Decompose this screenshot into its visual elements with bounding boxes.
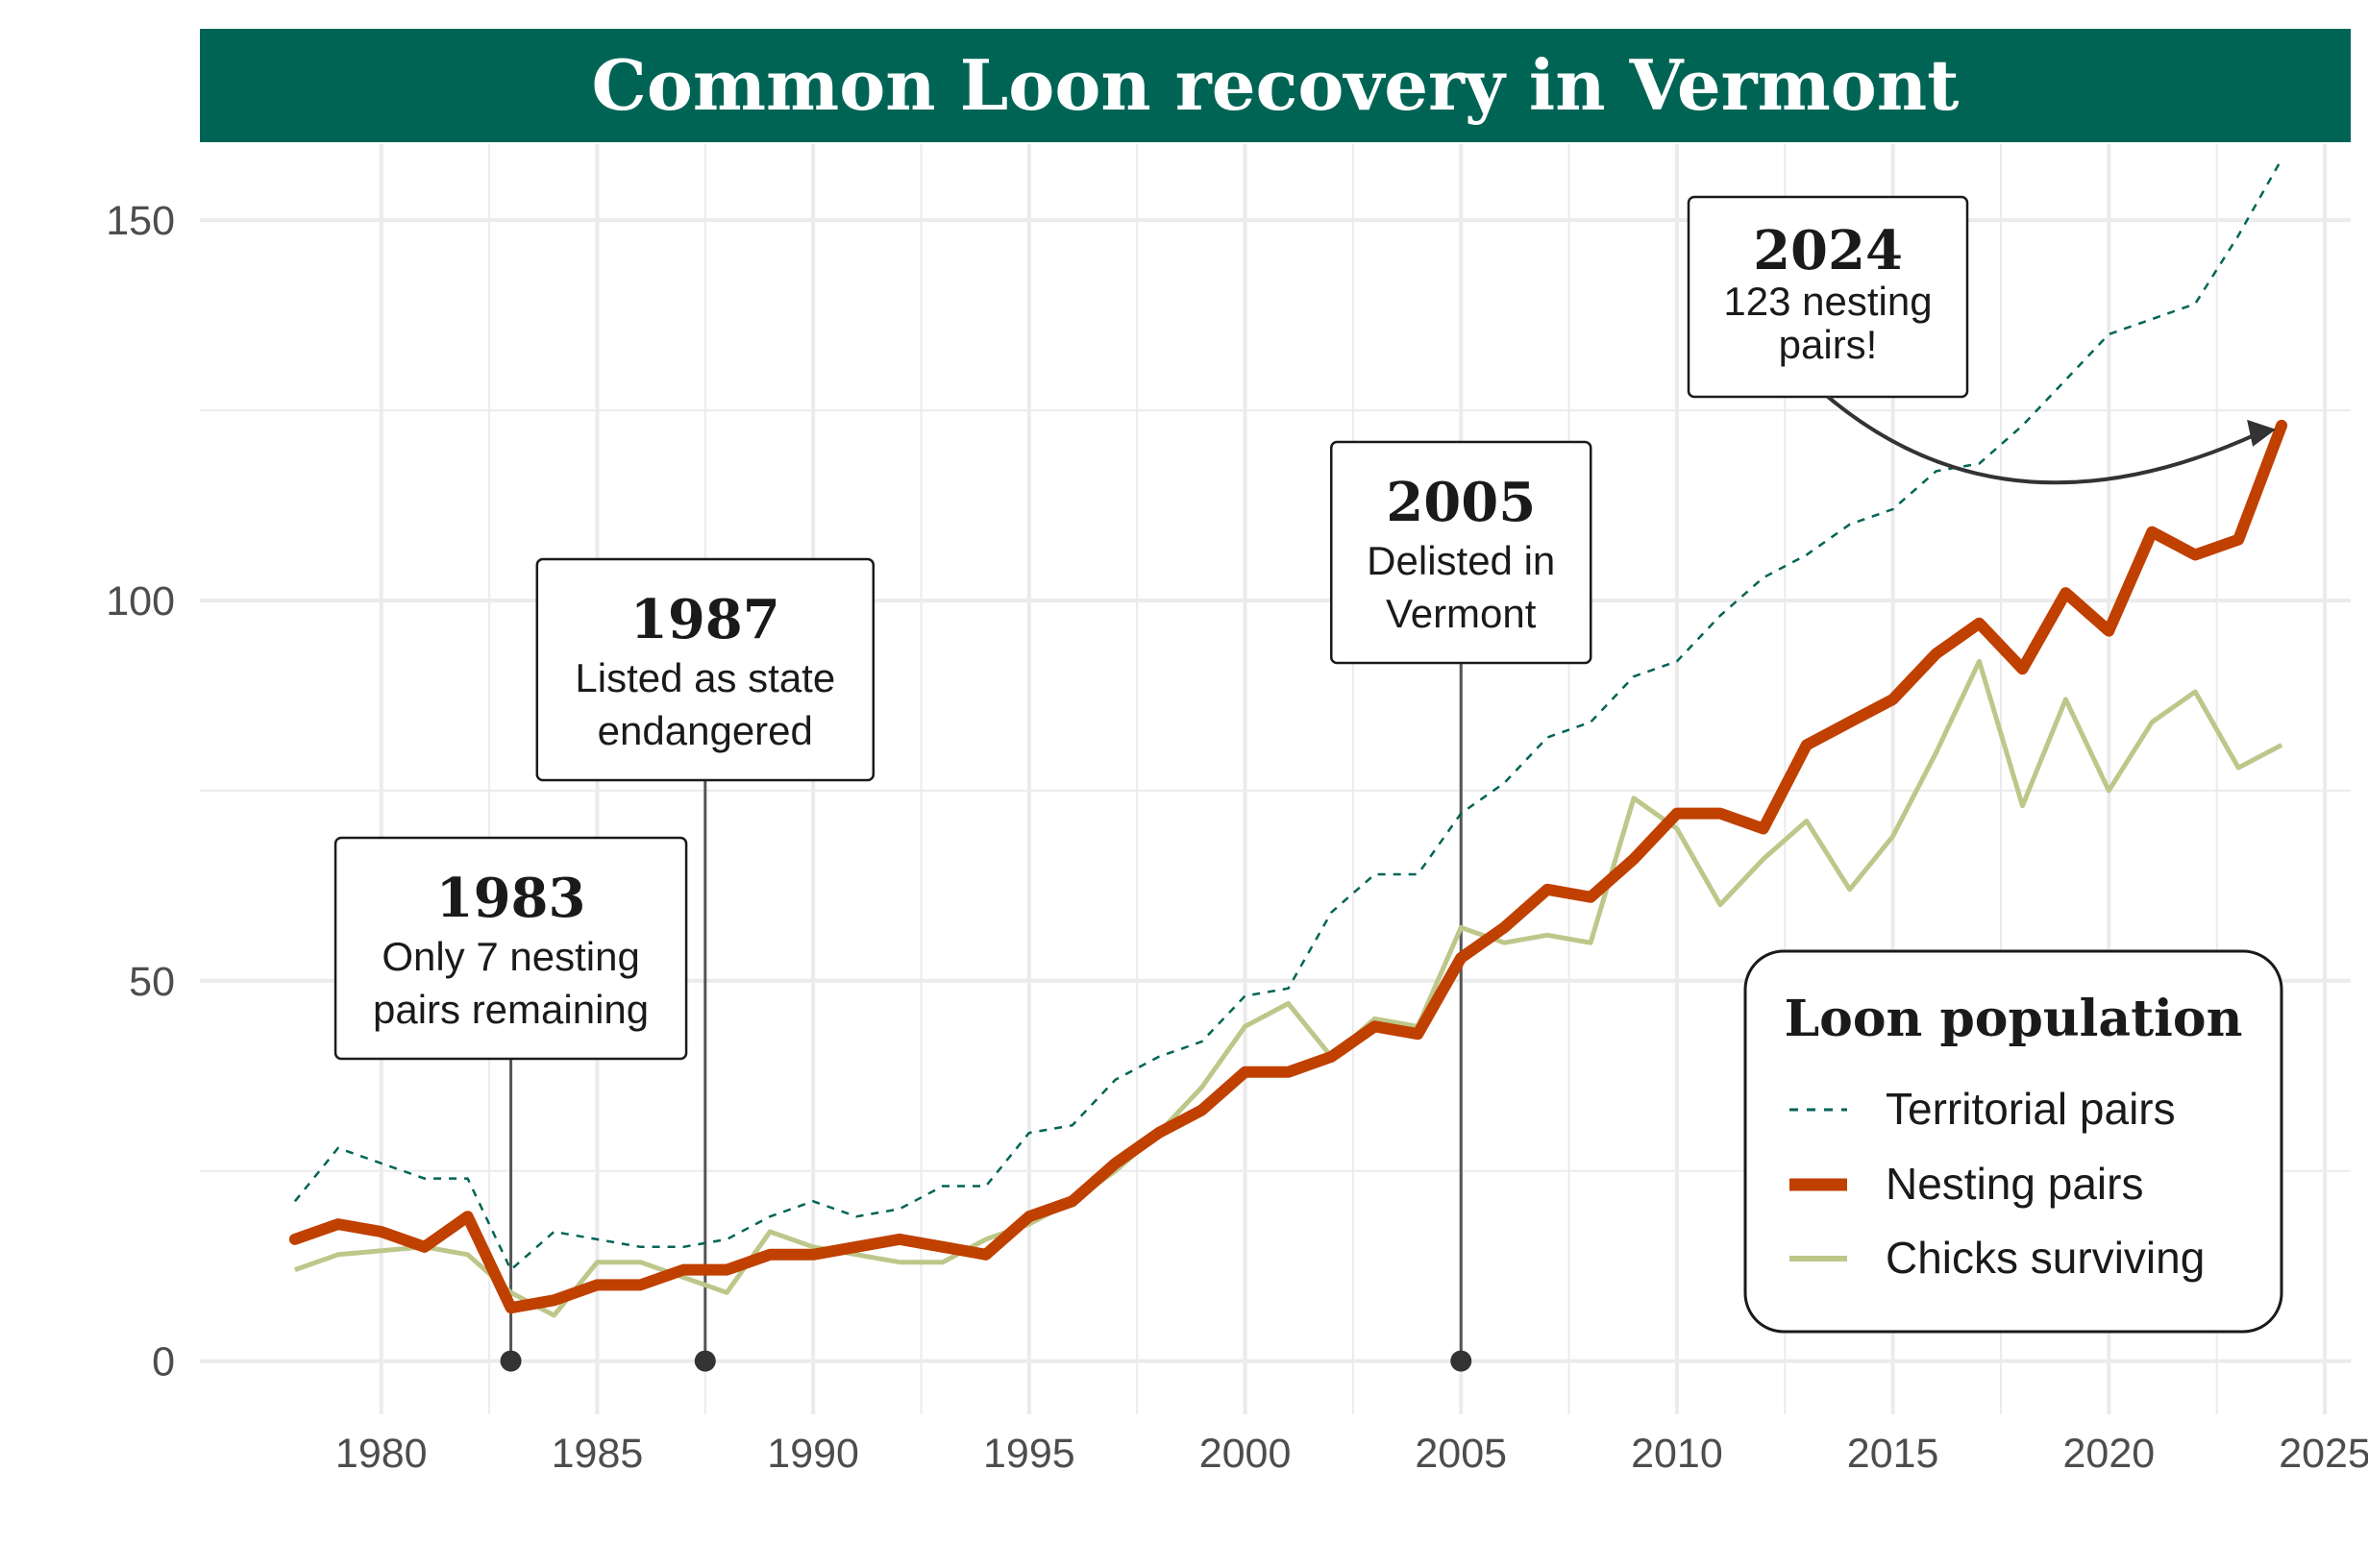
annotation-text-line: Only 7 nesting [382, 934, 640, 979]
legend-box [1743, 949, 2283, 1334]
annotation-pin-dot [1450, 1350, 1472, 1372]
x-tick-label: 1980 [335, 1431, 428, 1477]
series-line-chicks-surviving [294, 658, 2283, 1318]
x-tick-label: 1995 [983, 1431, 1075, 1477]
annotation-text-line: endangered [598, 708, 813, 753]
annotation-year: 1987 [630, 588, 780, 651]
legend: Loon population Territorial pairs Nestin… [1743, 949, 2283, 1334]
x-tick-label: 2010 [1631, 1431, 1723, 1477]
y-tick-label: 100 [106, 578, 175, 625]
series-lines [288, 159, 2288, 1318]
legend-label-territorial-pairs: Territorial pairs [1886, 1084, 2176, 1134]
axis-tick-labels: 0 50 100 150 1980 1985 1990 1995 2000 2005 2010 201… [106, 198, 2368, 1477]
annotation-text-line: pairs! [1779, 322, 1878, 367]
y-tick-label: 50 [129, 959, 175, 1005]
annotation-box [535, 557, 876, 782]
x-tick-label: 2000 [1199, 1431, 1292, 1477]
annotation-year: 2005 [1386, 471, 1536, 534]
x-tick-label: 2015 [1847, 1431, 1939, 1477]
x-tick-label: 2025 [2279, 1431, 2368, 1477]
legend-title: Loon population [1785, 990, 2243, 1048]
annotation-box [333, 836, 688, 1061]
annotation-pin-dot [500, 1350, 522, 1372]
annotation-text-line: Vermont [1386, 591, 1537, 636]
series-line-territorial-pairs [293, 159, 2283, 1272]
title-bar-background [200, 29, 2351, 142]
annotation-text-line: Listed as state [575, 655, 835, 700]
x-tick-label: 1985 [552, 1431, 644, 1477]
x-tick-label: 1990 [767, 1431, 859, 1477]
series-line-nesting-pairs [288, 419, 2288, 1314]
x-tick-label: 2020 [2063, 1431, 2156, 1477]
annotation-text-line: 123 nesting [1723, 279, 1932, 324]
annotation-text-line: pairs remaining [373, 987, 649, 1032]
y-tick-label: 150 [106, 198, 175, 244]
annotation-arrow [1826, 395, 2259, 485]
legend-label-chicks-surviving: Chicks surviving [1886, 1233, 2205, 1283]
annotation-box [1329, 440, 1592, 665]
chart-title: Common Loon recovery in Vermont [592, 44, 1960, 126]
legend-label-nesting-pairs: Nesting pairs [1886, 1159, 2143, 1209]
x-tick-label: 2005 [1415, 1431, 1507, 1477]
annotation-year: 2024 [1753, 219, 1903, 282]
annotation-arrowhead [2247, 419, 2277, 447]
title-bar: Common Loon recovery in Vermont [200, 29, 2351, 142]
annotation-year: 1983 [436, 867, 586, 930]
y-tick-label: 0 [152, 1339, 175, 1385]
annotation-text-line: Delisted in [1367, 538, 1555, 583]
annotation-pin-dot [694, 1350, 716, 1372]
